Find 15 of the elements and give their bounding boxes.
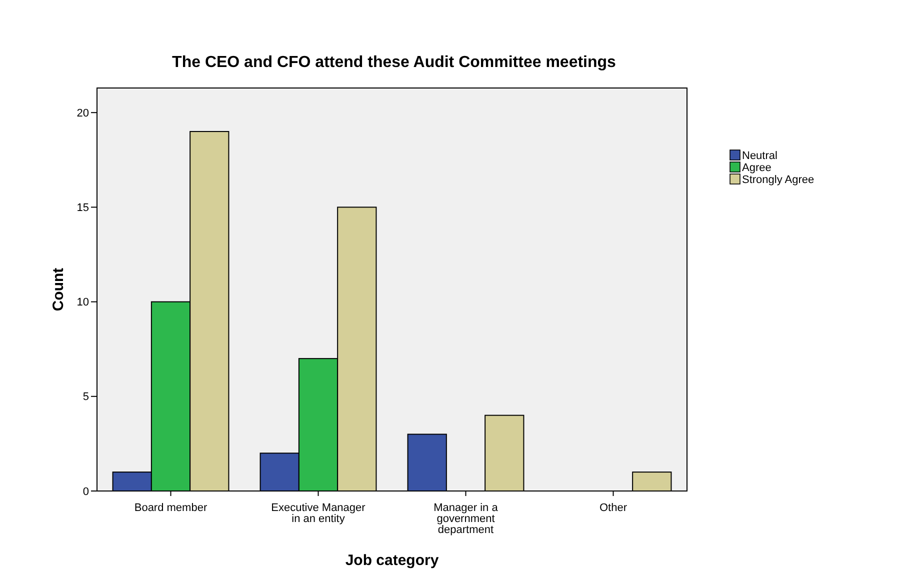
- x-tick-label: Board member: [134, 502, 208, 514]
- chart-title: The CEO and CFO attend these Audit Committee meetings: [172, 54, 616, 71]
- y-tick-label: 0: [82, 486, 89, 498]
- y-tick-label: 15: [76, 202, 89, 214]
- x-axis-title: Job category: [345, 552, 440, 569]
- y-axis-title: Count: [50, 268, 67, 312]
- x-tick-label: Manager in a government department: [434, 502, 499, 536]
- y-tick-label: 20: [76, 107, 89, 120]
- y-tick-label: 5: [82, 391, 89, 404]
- x-tick-label: Executive Manager in an entity: [271, 502, 366, 525]
- legend-label: Agree: [742, 162, 772, 174]
- y-tick-label: 10: [76, 296, 89, 309]
- legend-label: Neutral: [742, 150, 778, 162]
- legend-label: Strongly Agree: [742, 174, 814, 186]
- x-tick-label: Other: [599, 502, 628, 514]
